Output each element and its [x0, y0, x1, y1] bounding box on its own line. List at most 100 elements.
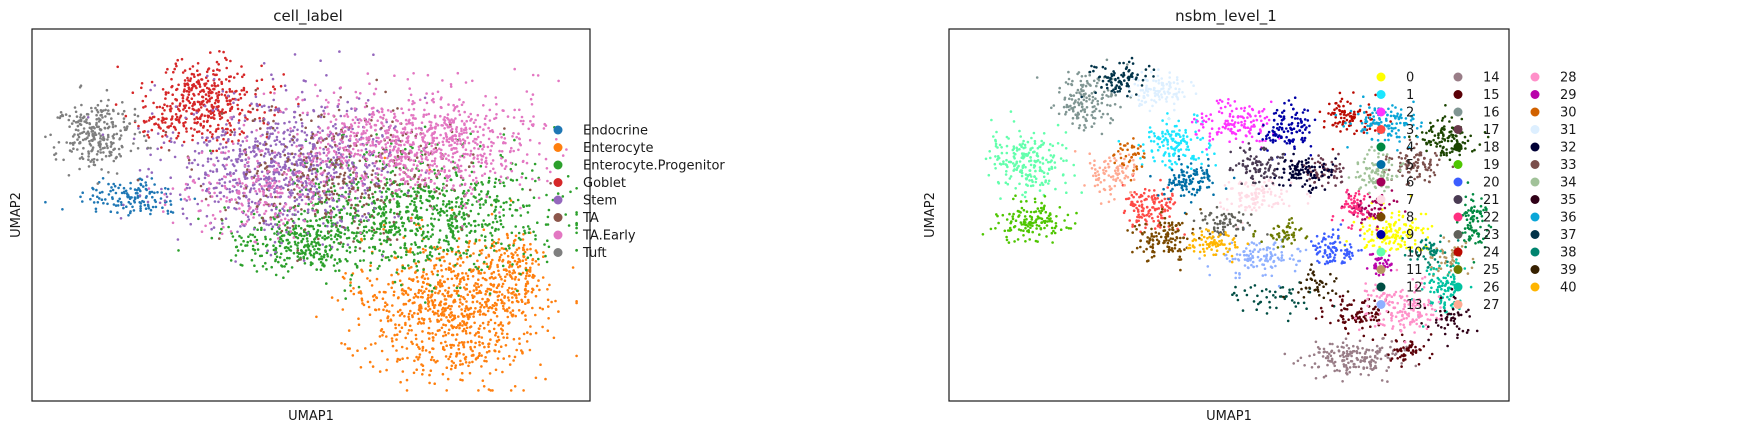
data-point — [247, 110, 250, 113]
data-point — [353, 167, 357, 170]
data-point — [306, 111, 309, 115]
data-point — [543, 122, 546, 126]
data-point — [457, 237, 461, 240]
data-point — [335, 192, 339, 196]
data-point — [165, 135, 169, 138]
data-point — [462, 345, 466, 349]
data-point — [146, 130, 150, 133]
data-point — [325, 180, 329, 184]
data-point — [210, 236, 214, 240]
data-point — [459, 142, 463, 145]
data-point — [341, 245, 345, 248]
data-point — [213, 200, 217, 203]
data-point — [231, 97, 235, 101]
data-point — [289, 127, 292, 130]
data-point — [339, 114, 343, 118]
data-point — [277, 164, 280, 167]
data-point — [140, 82, 144, 85]
data-point — [297, 177, 300, 180]
data-point — [407, 189, 410, 192]
data-point — [414, 243, 418, 246]
data-point — [337, 99, 341, 102]
data-point — [459, 174, 463, 178]
data-point — [144, 94, 148, 98]
data-point — [238, 93, 242, 96]
data-point — [403, 234, 407, 238]
data-point — [396, 135, 399, 138]
data-point — [430, 150, 433, 153]
data-point — [462, 101, 465, 104]
data-point — [331, 132, 335, 136]
data-point — [458, 210, 461, 214]
data-point — [398, 233, 402, 236]
data-point — [400, 283, 403, 287]
data-point — [349, 126, 353, 130]
data-point — [483, 345, 486, 349]
data-point — [490, 212, 494, 216]
data-point — [468, 165, 471, 168]
data-point — [185, 130, 188, 133]
data-point — [455, 292, 459, 295]
data-point — [468, 174, 472, 177]
data-point — [488, 195, 492, 199]
data-point — [452, 119, 456, 122]
data-point — [313, 248, 316, 251]
data-point — [426, 309, 430, 312]
data-point — [461, 176, 465, 180]
data-point — [443, 330, 447, 334]
data-point — [482, 385, 486, 388]
data-point — [410, 199, 414, 203]
data-point — [383, 219, 387, 223]
data-point — [362, 219, 366, 222]
data-point — [411, 213, 414, 216]
data-point — [196, 69, 199, 72]
data-point — [463, 122, 466, 125]
data-point — [395, 338, 398, 341]
data-point — [419, 199, 422, 203]
data-point — [351, 147, 355, 151]
data-point — [439, 133, 442, 137]
data-point — [419, 151, 423, 154]
data-point — [304, 251, 307, 255]
data-point — [359, 220, 363, 224]
data-point — [339, 86, 343, 89]
data-point — [346, 115, 350, 118]
data-point — [270, 157, 273, 161]
data-point — [481, 312, 485, 316]
data-point — [164, 97, 167, 100]
data-point — [453, 168, 457, 171]
data-point — [411, 251, 415, 254]
data-point — [481, 297, 484, 301]
data-point — [439, 341, 443, 345]
data-point — [484, 156, 488, 160]
data-point — [314, 83, 317, 87]
data-point — [259, 198, 262, 201]
data-point — [365, 151, 369, 154]
data-point — [445, 239, 448, 243]
data-point — [375, 78, 379, 82]
data-point — [445, 209, 449, 213]
data-point — [495, 194, 499, 198]
data-point — [258, 221, 262, 225]
data-point — [339, 236, 342, 239]
data-point — [465, 300, 468, 303]
data-point — [477, 160, 481, 164]
data-point — [229, 59, 232, 63]
data-point — [370, 202, 374, 205]
data-point — [147, 207, 151, 210]
data-point — [198, 85, 202, 88]
data-point — [523, 250, 527, 254]
data-point — [459, 278, 462, 281]
data-point — [325, 137, 328, 140]
data-point — [238, 149, 242, 153]
data-point — [139, 209, 142, 212]
data-point — [483, 172, 487, 176]
data-point — [532, 115, 535, 118]
data-point — [459, 164, 463, 168]
data-point — [450, 324, 453, 327]
data-point — [259, 153, 263, 157]
data-point — [261, 242, 265, 246]
data-point — [440, 326, 444, 330]
data-point — [397, 272, 400, 276]
data-point — [389, 243, 392, 246]
